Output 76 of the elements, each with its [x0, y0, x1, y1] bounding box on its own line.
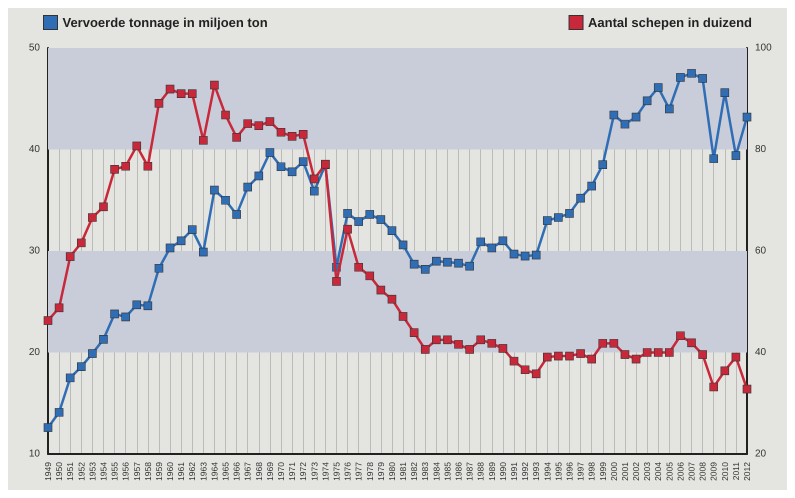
x-tick-label: 1953	[87, 462, 98, 481]
x-tick-label: 1998	[586, 462, 597, 481]
x-tick-label: 2004	[653, 462, 664, 481]
x-tick-label: 1968	[254, 462, 264, 481]
x-tick-label: 1993	[531, 462, 542, 481]
x-tick-label: 2003	[642, 462, 652, 481]
x-tick-label: 1992	[520, 462, 530, 481]
x-tick-label: 1986	[454, 462, 464, 481]
x-tick-label: 1967	[242, 462, 253, 481]
x-tick-label: 1990	[498, 462, 508, 481]
x-tick-label: 1995	[553, 462, 564, 481]
x-tick-label: 2005	[664, 462, 674, 481]
x-tick-label: 1974	[320, 462, 330, 481]
x-tick-label: 1957	[132, 462, 142, 481]
x-tick-label: 1961	[176, 462, 186, 481]
x-tick-label: 1984	[431, 462, 442, 481]
x-tick-label: 1997	[576, 462, 586, 481]
x-tick-label: 1951	[65, 462, 76, 481]
x-tick-label: 1991	[509, 462, 519, 481]
y-tick-label: 50	[28, 42, 40, 54]
x-tick-label: 1965	[220, 462, 231, 481]
y-tick-label: 30	[28, 246, 40, 256]
x-tick-label: 1994	[542, 462, 552, 481]
y-tick-label: 10	[28, 448, 40, 460]
x-tick-label: 1982	[409, 462, 420, 481]
y2-tick-label: 100	[755, 42, 772, 54]
x-tick-label: 1949	[43, 462, 53, 481]
y2-tick-label: 60	[755, 246, 767, 256]
legend-label: Vervoerde tonnage in miljoen ton	[62, 15, 268, 30]
x-tick-label: 1983	[420, 462, 430, 481]
x-tick-label: 1978	[364, 462, 375, 481]
x-tick-label: 1975	[331, 462, 342, 481]
y-tick-label: 40	[28, 144, 40, 155]
x-tick-label: 1955	[110, 462, 120, 481]
legend-label: Aantal schepen in duizend	[588, 15, 752, 30]
x-tick-label: 2011	[730, 462, 741, 480]
x-tick-label: 2006	[675, 462, 686, 481]
x-tick-label: 1963	[198, 462, 208, 481]
x-tick-label: 1966	[232, 462, 242, 481]
x-tick-label: 2009	[708, 462, 719, 481]
x-tick-label: 1950	[54, 462, 64, 481]
x-tick-label: 1960	[165, 462, 176, 481]
x-tick-label: 1996	[564, 462, 574, 481]
x-tick-label: 1999	[598, 462, 608, 481]
x-tick-label: 2001	[620, 462, 630, 481]
x-tick-label: 1969	[264, 462, 275, 481]
x-tick-label: 1970	[276, 462, 286, 481]
x-tick-label: 1989	[486, 462, 497, 481]
x-tick-label: 2012	[742, 462, 752, 481]
x-tick-label: 1987	[464, 462, 475, 481]
x-tick-label: 1964	[209, 462, 220, 481]
x-tick-label: 1977	[354, 462, 364, 481]
y2-tick-label: 40	[755, 347, 767, 358]
x-tick-label: 1979	[376, 462, 386, 481]
x-tick-label: 1958	[142, 462, 153, 481]
x-tick-label: 1973	[309, 462, 320, 481]
x-tick-label: 2010	[720, 462, 730, 481]
x-tick-label: 1956	[120, 462, 131, 481]
x-tick-label: 1972	[298, 462, 308, 481]
x-tick-label: 2007	[686, 462, 697, 481]
x-tick-label: 1959	[154, 462, 164, 481]
x-tick-label: 1985	[442, 462, 452, 481]
x-tick-label: 1971	[287, 462, 298, 481]
x-tick-label: 1988	[476, 462, 486, 481]
x-tick-label: 1962	[187, 462, 198, 481]
x-tick-label: 1976	[342, 462, 353, 481]
x-tick-label: 1952	[76, 462, 86, 481]
x-tick-label: 1954	[98, 462, 108, 481]
y-tick-label: 20	[28, 347, 40, 358]
x-tick-label: 2000	[608, 462, 619, 481]
y2-tick-label: 80	[755, 144, 767, 155]
x-tick-label: 2002	[631, 462, 642, 481]
x-tick-label: 1981	[398, 462, 408, 481]
x-tick-label: 2008	[698, 462, 708, 481]
y2-tick-label: 20	[755, 448, 767, 460]
x-tick-label: 1980	[386, 462, 397, 481]
